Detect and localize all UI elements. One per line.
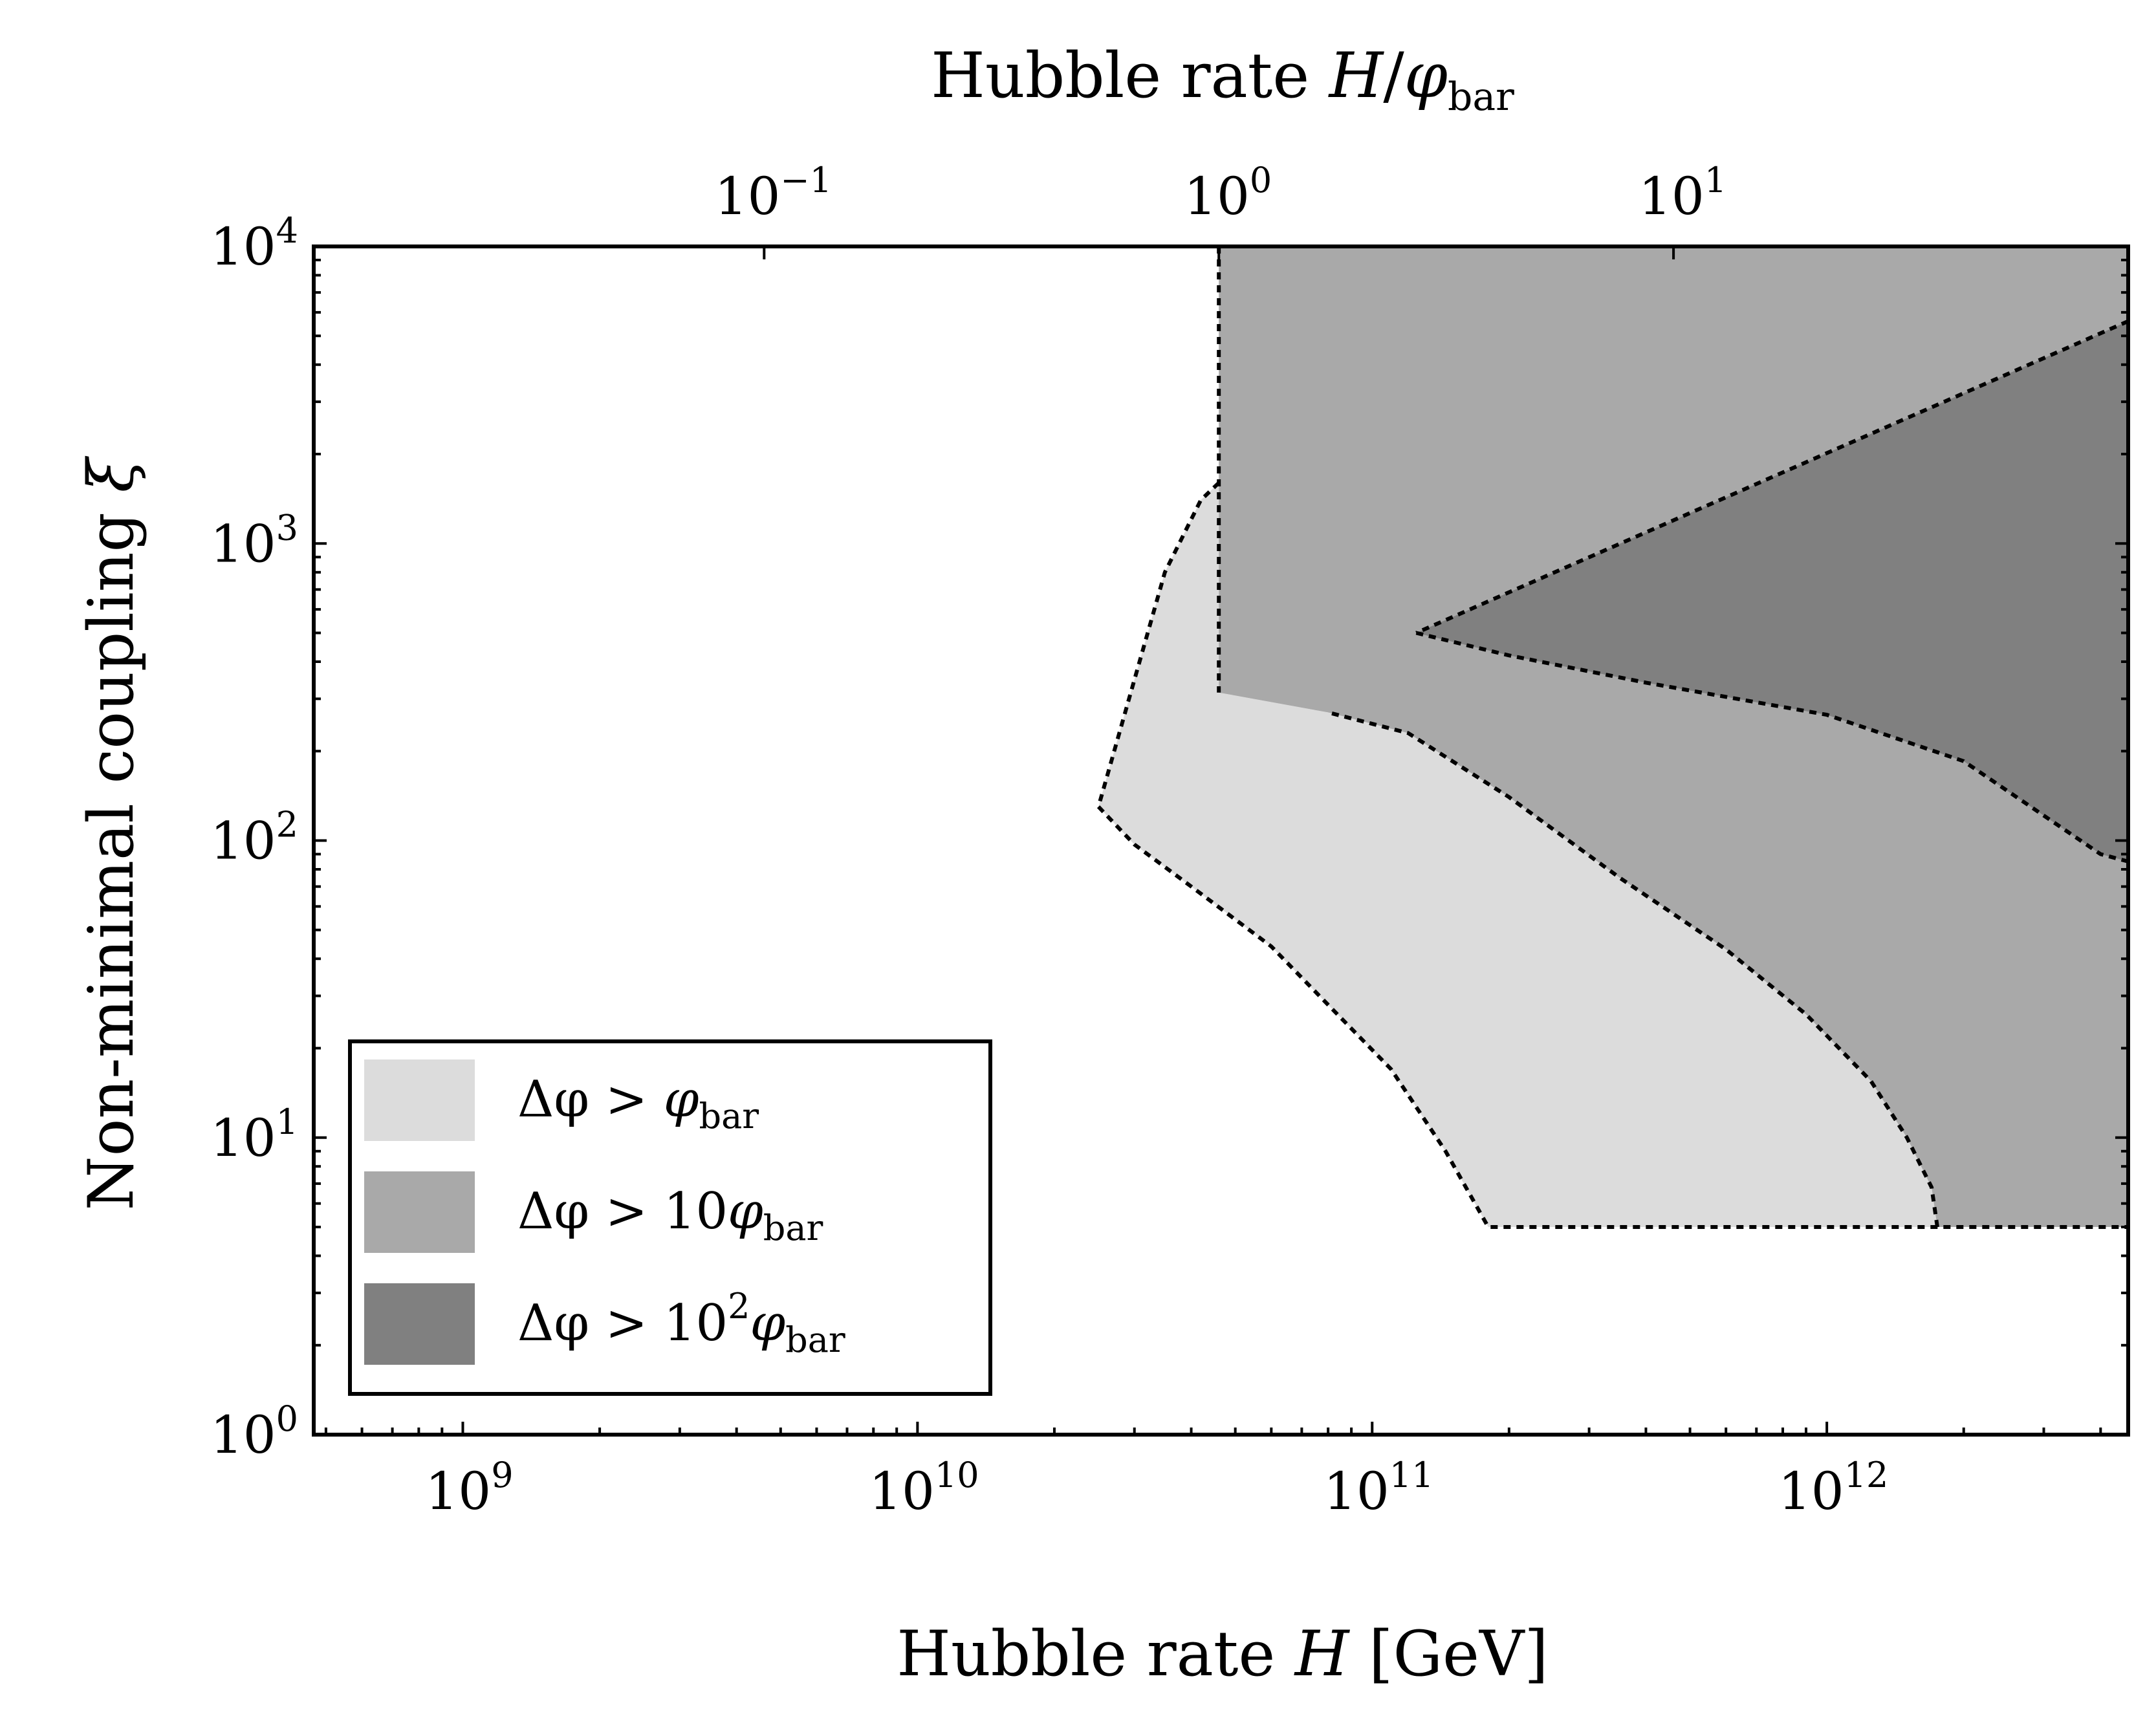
- legend-label-1: Δφ > φbar: [517, 1070, 759, 1136]
- top-tick-label: 10−1: [715, 160, 832, 226]
- tick-labels: 109 1010 1011 1012 100 101 102 103 104 10−1 100 101: [210, 160, 1889, 1521]
- y-axis-title: Non-minimal coupling ξ: [75, 456, 147, 1211]
- boundary-lower-wedge: [1415, 631, 2129, 864]
- y-tick-label: 104: [210, 210, 298, 277]
- x-axis-title: Hubble rate H [GeV]: [897, 1618, 1548, 1690]
- boundary-lower-curve-1: [1096, 805, 2128, 1229]
- boundary-left-edge: [1096, 481, 1221, 808]
- dashed-boundaries: [1096, 246, 2129, 1229]
- top-tick-label: 101: [1639, 160, 1726, 226]
- axis-ticks: [314, 245, 2128, 1436]
- boundary-lower-curve-2: [1327, 710, 1939, 1228]
- y-tick-label: 101: [210, 1102, 298, 1168]
- x-tick-label: 1011: [1323, 1455, 1434, 1521]
- legend-swatch-2: [364, 1171, 475, 1253]
- legend-label-3: Δφ > 102φbar: [517, 1286, 845, 1360]
- region-1: [1098, 483, 1937, 1227]
- x-tick-label: 1010: [869, 1455, 979, 1521]
- x-tick-label: 109: [425, 1455, 513, 1521]
- top-axis-title: Hubble rate H/φbar: [931, 39, 1514, 120]
- legend-label-2: Δφ > 10φbar: [517, 1182, 823, 1248]
- y-tick-label: 102: [210, 805, 298, 871]
- top-tick-label: 100: [1184, 160, 1272, 226]
- shaded-regions: [1098, 246, 2128, 1227]
- region-3: [1416, 321, 2128, 862]
- y-tick-label: 100: [210, 1398, 298, 1465]
- legend-swatch-1: [364, 1059, 475, 1141]
- y-tick-label: 103: [210, 507, 298, 574]
- boundary-upper-wedge: [1415, 319, 2129, 635]
- legend-swatch-3: [364, 1283, 475, 1365]
- x-tick-label: 1012: [1778, 1455, 1889, 1521]
- legend: Δφ > φbar Δφ > 10φbar Δφ > 102φbar: [348, 1039, 992, 1396]
